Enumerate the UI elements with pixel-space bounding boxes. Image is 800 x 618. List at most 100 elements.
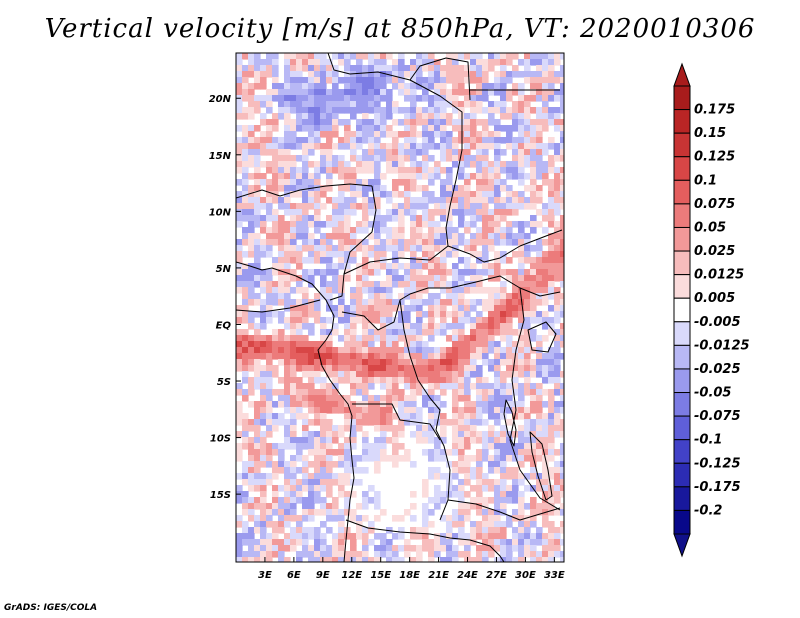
colorbar-label: 0.0125 xyxy=(694,268,744,283)
field-cell xyxy=(320,467,327,474)
field-cell xyxy=(548,113,555,120)
field-cell xyxy=(332,551,339,558)
field-cell xyxy=(350,209,357,216)
field-cell xyxy=(272,371,279,378)
field-cell xyxy=(506,71,513,78)
field-cell xyxy=(458,113,465,120)
field-cell xyxy=(380,419,387,426)
field-cell xyxy=(254,449,261,456)
field-cell xyxy=(308,401,315,408)
field-cell xyxy=(362,119,369,126)
field-cell xyxy=(506,395,513,402)
field-cell xyxy=(320,269,327,276)
field-cell xyxy=(464,491,471,498)
field-cell xyxy=(284,101,291,108)
field-cell xyxy=(500,53,507,60)
field-cell xyxy=(320,203,327,210)
field-cell xyxy=(398,107,405,114)
field-cell xyxy=(350,143,357,150)
field-cell xyxy=(314,227,321,234)
field-cell xyxy=(488,143,495,150)
field-cell xyxy=(452,191,459,198)
field-cell xyxy=(542,551,549,558)
field-cell xyxy=(512,149,519,156)
field-cell xyxy=(308,71,315,78)
field-cell xyxy=(344,371,351,378)
field-cell xyxy=(512,203,519,210)
field-cell xyxy=(452,401,459,408)
field-cell xyxy=(554,335,561,342)
field-cell xyxy=(452,305,459,312)
field-cell xyxy=(338,425,345,432)
field-cell xyxy=(422,359,429,366)
field-cell xyxy=(542,365,549,372)
field-cell xyxy=(296,263,303,270)
field-cell xyxy=(464,311,471,318)
field-cell xyxy=(248,557,255,562)
field-cell xyxy=(278,263,285,270)
field-cell xyxy=(374,83,381,90)
field-cell xyxy=(470,239,477,246)
field-cell xyxy=(524,239,531,246)
field-cell xyxy=(392,71,399,78)
field-cell xyxy=(338,311,345,318)
field-cell xyxy=(530,221,537,228)
field-cell xyxy=(332,431,339,438)
field-cell xyxy=(554,545,561,552)
plot-title: Vertical velocity [m/s] at 850hPa, VT: 2… xyxy=(44,14,756,44)
field-cell xyxy=(458,167,465,174)
field-cell xyxy=(524,95,531,102)
field-cell xyxy=(326,257,333,264)
field-cell xyxy=(434,83,441,90)
field-cell xyxy=(242,299,249,306)
field-cell xyxy=(434,77,441,84)
field-cell xyxy=(368,413,375,420)
field-cell xyxy=(308,143,315,150)
field-cell xyxy=(296,515,303,522)
field-cell xyxy=(452,71,459,78)
field-cell xyxy=(560,137,564,144)
field-cell xyxy=(284,377,291,384)
field-cell xyxy=(290,329,297,336)
field-cell xyxy=(296,191,303,198)
field-cell xyxy=(254,443,261,450)
field-cell xyxy=(500,527,507,534)
field-cell xyxy=(458,527,465,534)
field-cell xyxy=(296,311,303,318)
field-cell xyxy=(422,437,429,444)
field-cell xyxy=(266,443,273,450)
field-cell xyxy=(494,227,501,234)
field-cell xyxy=(314,527,321,534)
field-cell xyxy=(266,269,273,276)
field-cell xyxy=(548,77,555,84)
field-cell xyxy=(494,497,501,504)
field-cell xyxy=(278,467,285,474)
field-cell xyxy=(350,71,357,78)
field-cell xyxy=(536,539,543,546)
field-cell xyxy=(410,305,417,312)
field-cell xyxy=(530,179,537,186)
field-cell xyxy=(560,245,564,252)
field-cell xyxy=(290,545,297,552)
field-cell xyxy=(248,503,255,510)
field-cell xyxy=(362,269,369,276)
field-cell xyxy=(404,401,411,408)
field-cell xyxy=(482,215,489,222)
field-cell xyxy=(368,59,375,66)
field-cell xyxy=(410,215,417,222)
field-cell xyxy=(272,509,279,516)
field-cell xyxy=(398,89,405,96)
field-cell xyxy=(374,329,381,336)
field-cell xyxy=(482,557,489,562)
field-cell xyxy=(554,59,561,66)
field-cell xyxy=(314,377,321,384)
field-cell xyxy=(290,461,297,468)
field-cell xyxy=(434,209,441,216)
field-cell xyxy=(332,209,339,216)
field-cell xyxy=(410,149,417,156)
field-cell xyxy=(326,467,333,474)
field-cell xyxy=(272,299,279,306)
field-cell xyxy=(260,143,267,150)
field-cell xyxy=(278,275,285,282)
field-cell xyxy=(356,71,363,78)
